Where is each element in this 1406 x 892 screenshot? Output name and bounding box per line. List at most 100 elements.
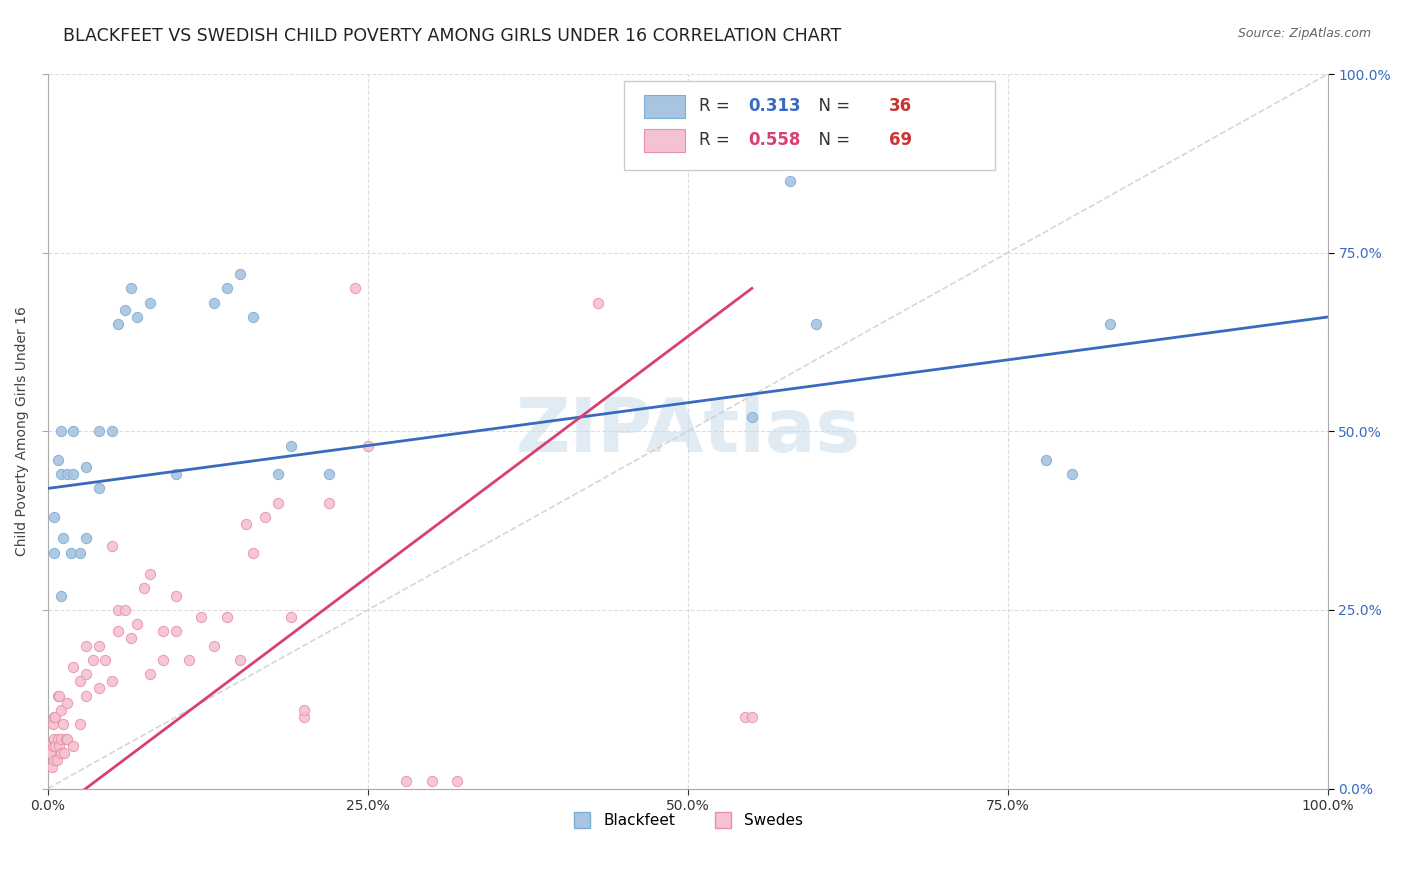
Point [87,639,110,653]
Point [44,753,66,767]
Point [49,424,72,438]
Text: 0.558: 0.558 [748,131,800,150]
Point [100,424,122,438]
Point [44,731,66,746]
Point [779,174,801,188]
Point [75,639,97,653]
Point [114,603,136,617]
Point [215,610,238,624]
Point [235,517,257,532]
Point [586,295,609,310]
Point [75,689,97,703]
Point [49,746,72,760]
Point [107,624,129,639]
Point [49,703,72,717]
Point [152,624,174,639]
Point [139,295,162,310]
Point [42,739,65,753]
Text: 36: 36 [889,97,912,115]
Point [242,310,264,324]
Point [152,653,174,667]
Point [139,567,162,582]
Point [56,731,79,746]
Point [420,774,443,789]
Point [107,317,129,331]
Point [48,739,70,753]
Point [318,496,340,510]
Point [59,546,82,560]
Point [446,774,468,789]
Point [804,317,827,331]
Point [41,760,63,774]
Text: Source: ZipAtlas.com: Source: ZipAtlas.com [1237,27,1371,40]
Point [267,467,290,482]
Point [56,467,79,482]
Text: BLACKFEET VS SWEDISH CHILD POVERTY AMONG GIRLS UNDER 16 CORRELATION CHART: BLACKFEET VS SWEDISH CHILD POVERTY AMONG… [63,27,842,45]
Point [254,510,277,524]
Text: N =: N = [808,131,856,150]
Point [127,617,149,632]
Point [242,546,264,560]
Point [46,689,69,703]
Point [280,610,302,624]
Point [69,674,91,689]
Point [44,546,66,560]
Text: R =: R = [699,97,735,115]
Point [45,753,67,767]
Y-axis label: Child Poverty Among Girls Under 16: Child Poverty Among Girls Under 16 [15,306,30,557]
Point [44,710,66,724]
Point [357,439,380,453]
Point [39,746,62,760]
Point [395,774,418,789]
Point [1035,453,1057,467]
Point [1060,467,1083,482]
Point [215,281,238,295]
Point [46,453,69,467]
Point [127,310,149,324]
Point [42,717,65,731]
Point [292,710,315,724]
Point [202,295,225,310]
Text: N =: N = [808,97,856,115]
Point [52,717,75,731]
Text: 69: 69 [889,131,912,150]
Point [49,467,72,482]
Point [87,681,110,696]
Point [165,589,187,603]
Point [120,632,142,646]
Point [75,460,97,475]
Point [165,467,187,482]
Point [46,731,69,746]
Point [734,710,756,724]
Point [107,603,129,617]
Point [62,467,84,482]
Text: ZIPAtlas: ZIPAtlas [515,395,860,467]
Point [229,653,252,667]
Point [202,639,225,653]
Point [114,302,136,317]
Point [87,482,110,496]
Point [139,667,162,681]
Point [132,582,155,596]
Point [44,510,66,524]
Point [44,739,66,753]
FancyBboxPatch shape [644,95,685,118]
Point [56,696,79,710]
Legend: Blackfeet, Swedes: Blackfeet, Swedes [567,807,808,835]
Point [741,409,763,424]
Point [165,624,187,639]
Point [75,532,97,546]
Point [318,467,340,482]
Point [343,281,366,295]
Point [741,710,763,724]
Point [190,610,212,624]
Point [62,424,84,438]
Point [267,496,290,510]
Point [52,532,75,546]
FancyBboxPatch shape [624,81,995,170]
Point [94,653,117,667]
Point [53,746,76,760]
Point [82,653,104,667]
FancyBboxPatch shape [644,129,685,152]
Point [48,689,70,703]
